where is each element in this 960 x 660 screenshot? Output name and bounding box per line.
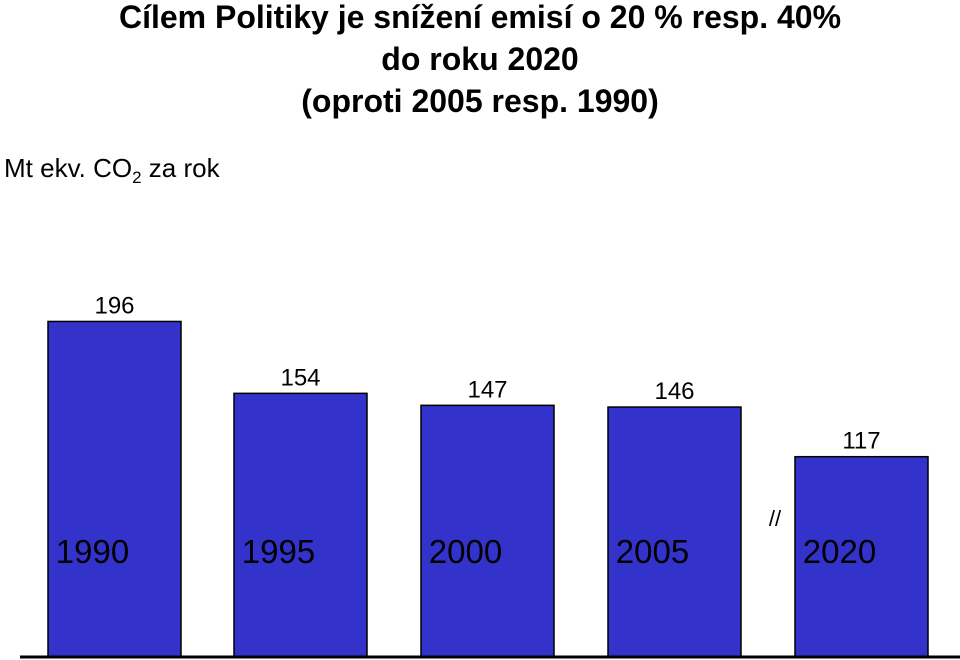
value-label-1990: 196 [94,292,134,319]
category-label-1995: 1995 [242,533,315,570]
bar-2005 [607,406,742,658]
chart-title-line-1: Cílem Politiky je snížení emisí o 20 % r… [118,0,842,35]
axis-break-mark: // [769,506,782,531]
category-label-2000: 2000 [429,533,502,570]
chart-title-line-2: do roku 2020 [381,41,579,77]
category-label-2005: 2005 [616,533,689,570]
value-label-1995: 154 [280,364,320,391]
unit-main: Mt ekv. CO [4,153,133,183]
bar-2020 [794,455,929,658]
y-axis-unit-label: Mt ekv. CO2 za rok [4,153,220,188]
value-label-2005: 146 [654,378,694,405]
chart-title-line-3: (oproti 2005 resp. 1990) [301,83,659,119]
value-label-2020: 117 [842,428,880,455]
value-label-2000: 147 [467,376,507,403]
bar-2000 [420,404,555,658]
bar-1990 [47,320,182,658]
unit-suffix: za rok [141,153,220,183]
bar-1995 [233,392,368,658]
category-label-2020: 2020 [803,533,876,570]
unit-subscript: 2 [132,168,142,187]
category-label-1990: 1990 [56,533,129,570]
